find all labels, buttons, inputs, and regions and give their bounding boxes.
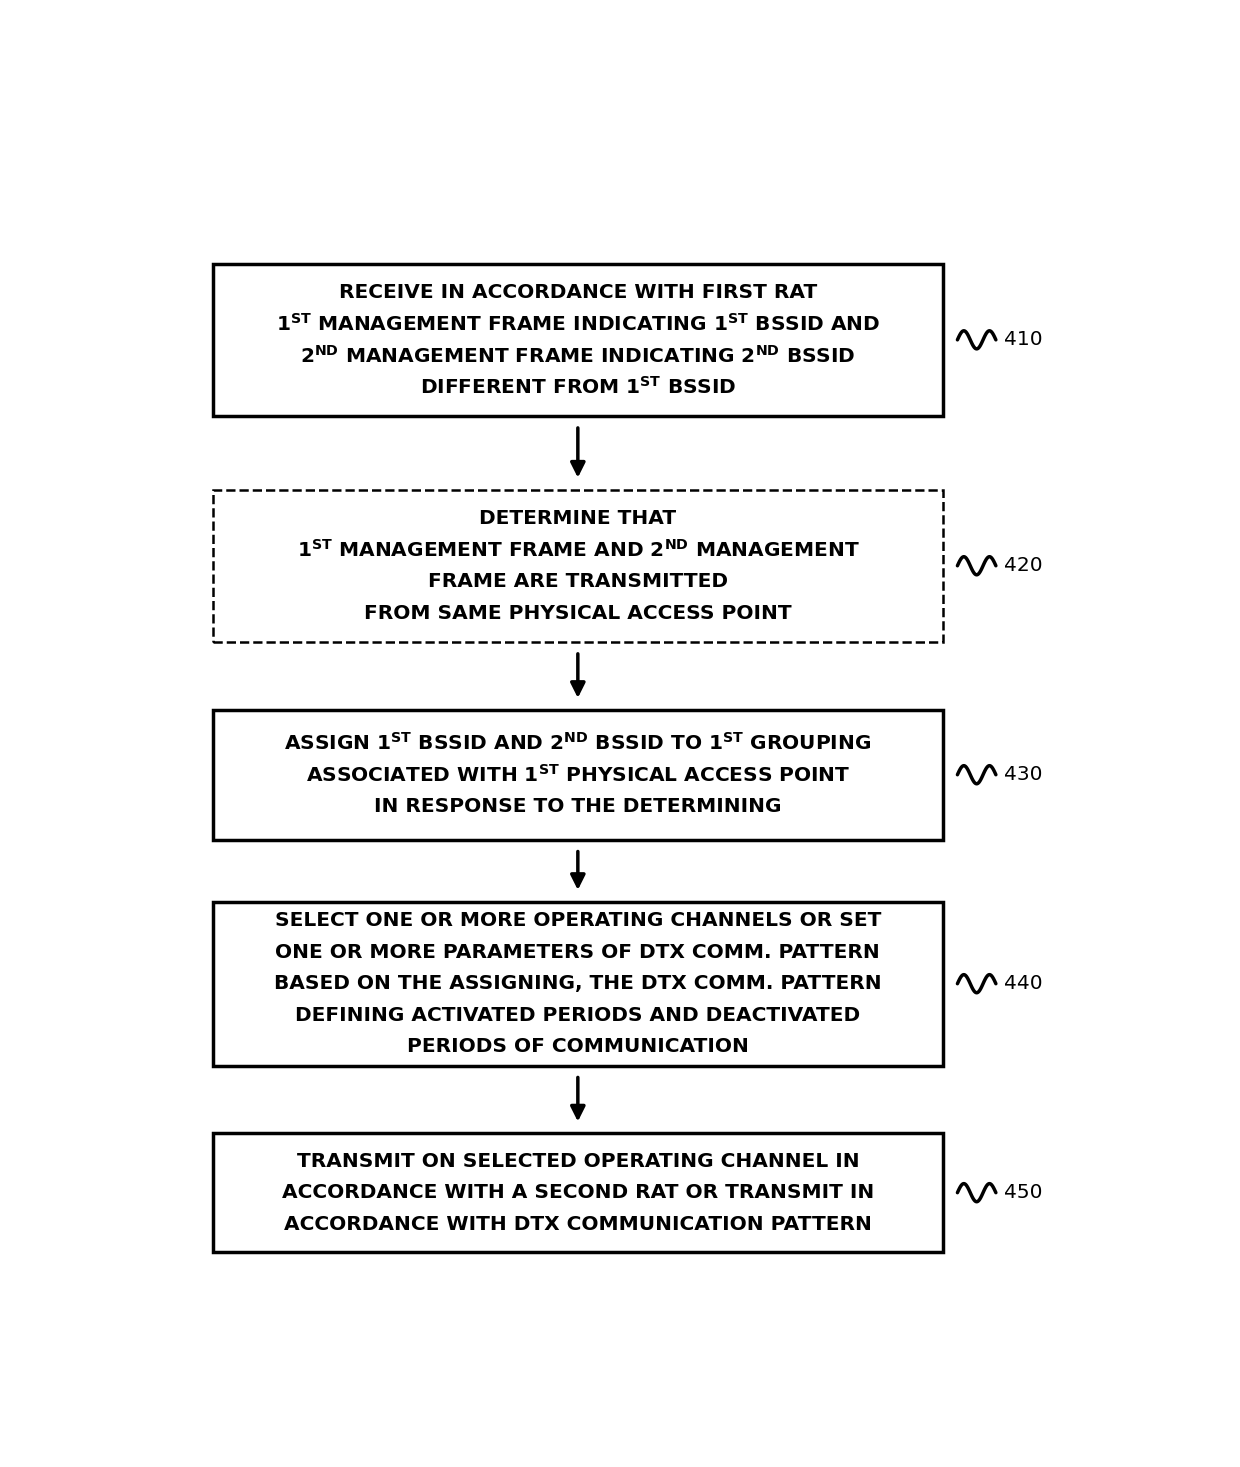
Text: ACCORDANCE WITH DTX COMMUNICATION PATTERN: ACCORDANCE WITH DTX COMMUNICATION PATTER… xyxy=(284,1215,872,1234)
Text: DETERMINE THAT: DETERMINE THAT xyxy=(480,509,676,528)
Text: SELECT ONE OR MORE OPERATING CHANNELS OR SET: SELECT ONE OR MORE OPERATING CHANNELS OR… xyxy=(274,911,882,930)
Text: 450: 450 xyxy=(1003,1184,1042,1201)
Text: 430: 430 xyxy=(1003,766,1042,785)
Text: PERIODS OF COMMUNICATION: PERIODS OF COMMUNICATION xyxy=(407,1037,749,1056)
Text: DIFFERENT FROM 1$^{\mathbf{ST}}$ BSSID: DIFFERENT FROM 1$^{\mathbf{ST}}$ BSSID xyxy=(419,377,737,398)
Text: ACCORDANCE WITH A SECOND RAT OR TRANSMIT IN: ACCORDANCE WITH A SECOND RAT OR TRANSMIT… xyxy=(281,1184,874,1201)
Text: 1$^{\mathbf{ST}}$ MANAGEMENT FRAME AND 2$^{\mathbf{ND}}$ MANAGEMENT: 1$^{\mathbf{ST}}$ MANAGEMENT FRAME AND 2… xyxy=(296,538,859,560)
Text: ONE OR MORE PARAMETERS OF DTX COMM. PATTERN: ONE OR MORE PARAMETERS OF DTX COMM. PATT… xyxy=(275,943,880,961)
Text: 1$^{\mathbf{ST}}$ MANAGEMENT FRAME INDICATING 1$^{\mathbf{ST}}$ BSSID AND: 1$^{\mathbf{ST}}$ MANAGEMENT FRAME INDIC… xyxy=(275,312,880,334)
FancyBboxPatch shape xyxy=(213,490,944,643)
Text: FROM SAME PHYSICAL ACCESS POINT: FROM SAME PHYSICAL ACCESS POINT xyxy=(365,604,791,622)
Text: IN RESPONSE TO THE DETERMINING: IN RESPONSE TO THE DETERMINING xyxy=(374,797,781,816)
Text: RECEIVE IN ACCORDANCE WITH FIRST RAT: RECEIVE IN ACCORDANCE WITH FIRST RAT xyxy=(339,283,817,302)
Text: 440: 440 xyxy=(1003,974,1042,993)
Text: FRAME ARE TRANSMITTED: FRAME ARE TRANSMITTED xyxy=(428,572,728,591)
Text: ASSIGN 1$^{\mathbf{ST}}$ BSSID AND 2$^{\mathbf{ND}}$ BSSID TO 1$^{\mathbf{ST}}$ : ASSIGN 1$^{\mathbf{ST}}$ BSSID AND 2$^{\… xyxy=(284,732,872,754)
FancyBboxPatch shape xyxy=(213,264,944,417)
Text: BASED ON THE ASSIGNING, THE DTX COMM. PATTERN: BASED ON THE ASSIGNING, THE DTX COMM. PA… xyxy=(274,974,882,993)
FancyBboxPatch shape xyxy=(213,710,944,839)
FancyBboxPatch shape xyxy=(213,902,944,1065)
Text: 420: 420 xyxy=(1003,556,1042,575)
Text: DEFINING ACTIVATED PERIODS AND DEACTIVATED: DEFINING ACTIVATED PERIODS AND DEACTIVAT… xyxy=(295,1006,861,1025)
Text: 2$^{\mathbf{ND}}$ MANAGEMENT FRAME INDICATING 2$^{\mathbf{ND}}$ BSSID: 2$^{\mathbf{ND}}$ MANAGEMENT FRAME INDIC… xyxy=(300,345,856,367)
FancyBboxPatch shape xyxy=(213,1134,944,1251)
Text: TRANSMIT ON SELECTED OPERATING CHANNEL IN: TRANSMIT ON SELECTED OPERATING CHANNEL I… xyxy=(296,1152,859,1171)
Text: 410: 410 xyxy=(1003,330,1042,349)
Text: ASSOCIATED WITH 1$^{\mathbf{ST}}$ PHYSICAL ACCESS POINT: ASSOCIATED WITH 1$^{\mathbf{ST}}$ PHYSIC… xyxy=(305,764,851,786)
